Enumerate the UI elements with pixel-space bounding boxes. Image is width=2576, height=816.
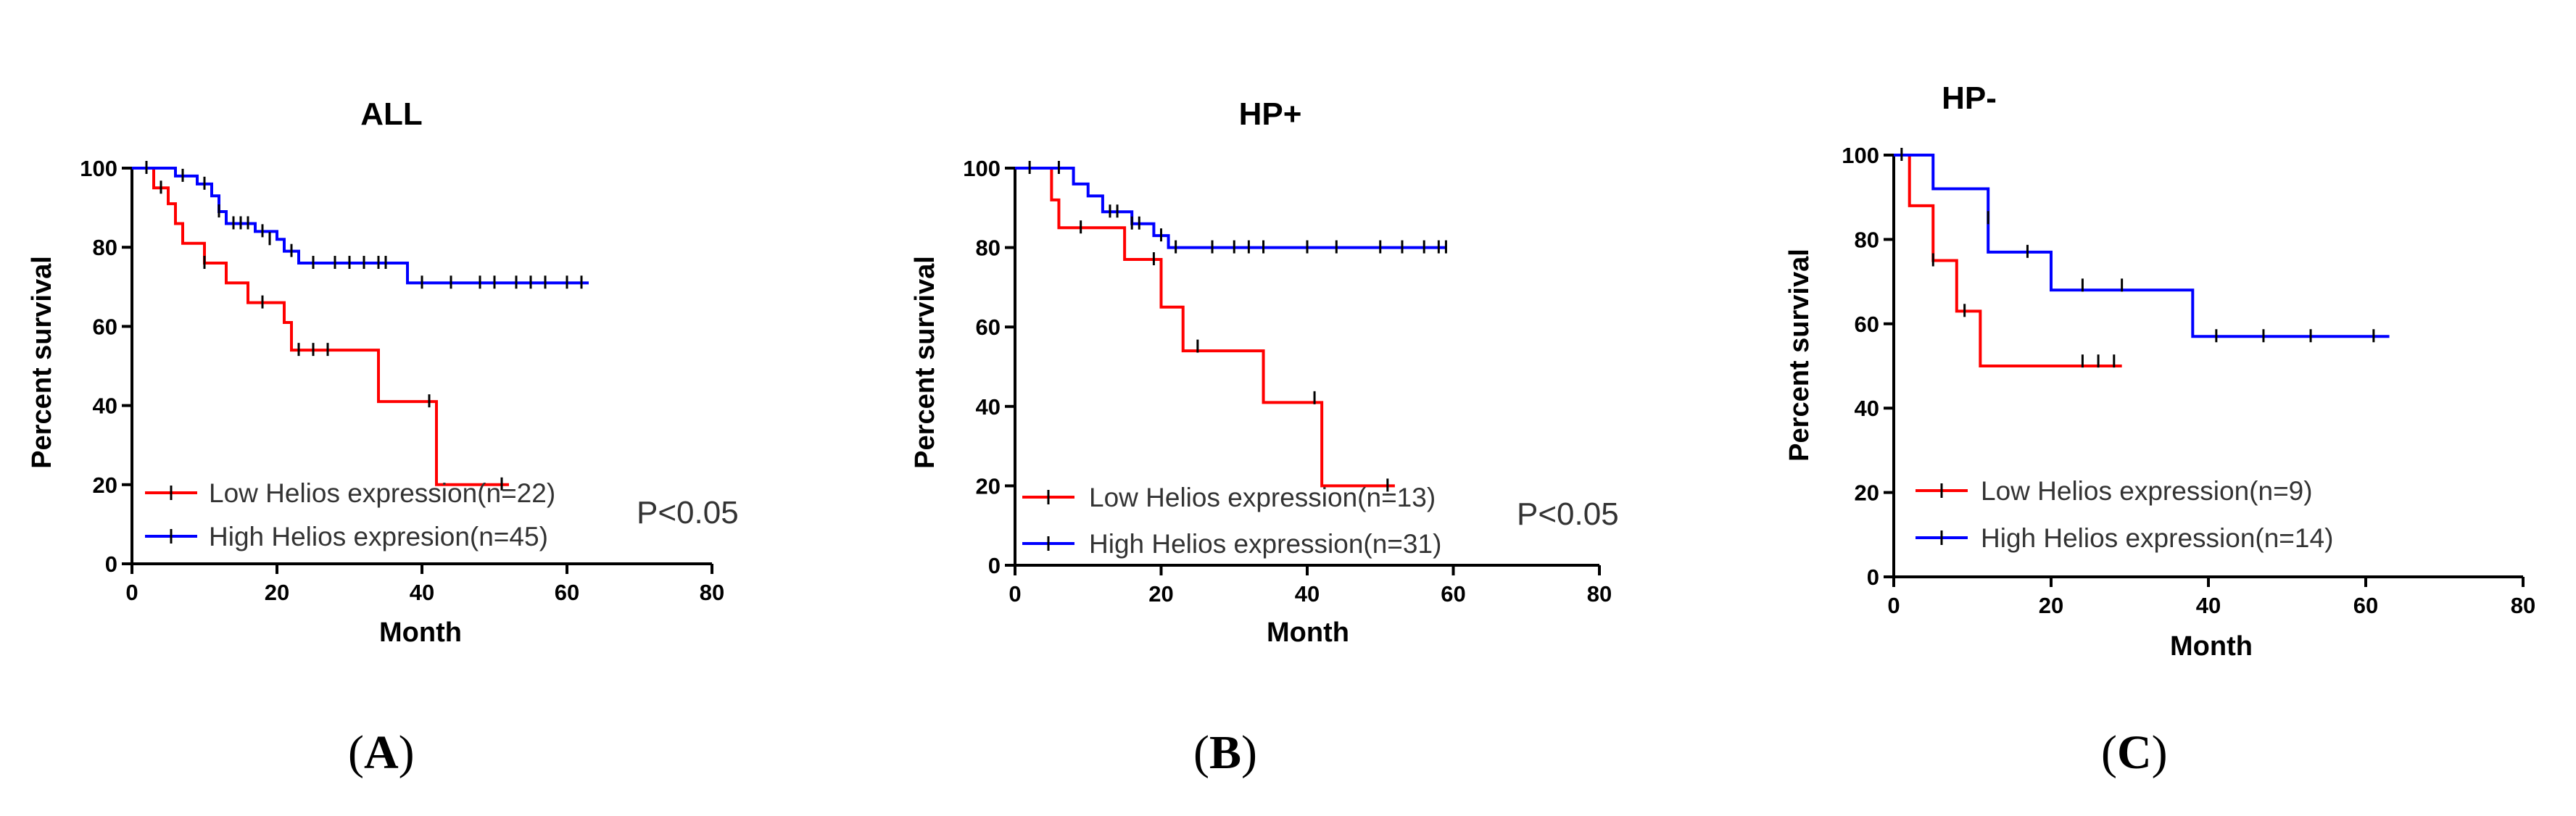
panel-a-xtick-label: 20	[265, 580, 289, 605]
panel-c-ylabel: Percent survival	[1784, 249, 1815, 462]
panel-a-letter: A	[364, 726, 399, 779]
panel-c-ytick-label: 80	[1855, 227, 1879, 252]
panel-a-ytick-label: 40	[93, 394, 117, 419]
panel-b-ytick-label: 60	[976, 315, 1001, 340]
panel-c-legend: Low Helios expression(n=9) High Helios e…	[1916, 476, 2333, 553]
panel-c-ytick-label: 0	[1867, 565, 1879, 590]
panel-b-ytick-label: 80	[976, 236, 1001, 261]
panel-c-ytick-label: 100	[1842, 143, 1879, 168]
panel-b-legend-low: Low Helios expression(n=13)	[1089, 483, 1436, 512]
panel-a-high-curve	[132, 167, 589, 285]
panel-a-ytick-label: 60	[93, 314, 117, 339]
panel-c-title: HP-	[1942, 80, 1997, 116]
panel-b-ytick-label: 20	[976, 473, 1001, 499]
panel-b-xtick-label: 40	[1295, 581, 1320, 607]
panel-b-legend-high: High Helios expression(n=31)	[1089, 529, 1441, 559]
panel-b-xlabel: Month	[1267, 617, 1349, 648]
panel-c-ytick-label: 40	[1855, 396, 1879, 421]
panel-a: ALL 0 20 40 60 80 100 0 20 40 60 80 Month Percent …	[27, 96, 739, 779]
panel-c-label: (C)	[2101, 726, 2168, 779]
panel-c-xtick-label: 40	[2196, 593, 2221, 618]
panel-b-ytick-label: 0	[988, 553, 1001, 578]
panel-c-xtick-label: 20	[2039, 593, 2063, 618]
panel-c-xlabel: Month	[2170, 631, 2253, 662]
panel-b: HP+ 0 20 40 60 80 100 0 20 40 60 80 Month Percent …	[910, 96, 1619, 779]
panel-c-xtick-label: 80	[2511, 593, 2535, 618]
panel-a-legend-low: Low Helios expression(n=22)	[209, 478, 555, 508]
panel-b-xtick-label: 60	[1441, 581, 1465, 607]
panel-a-ytick-label: 80	[93, 235, 117, 260]
panel-a-low-curve	[132, 167, 509, 486]
panel-c-legend-low: Low Helios expression(n=9)	[1981, 476, 2313, 506]
panel-a-xlabel: Month	[379, 617, 462, 648]
panel-b-ytick-label: 100	[963, 156, 1001, 181]
panel-c-legend-high: High Helios expression(n=14)	[1981, 523, 2333, 553]
panel-b-letter: B	[1209, 726, 1241, 779]
panel-c-ytick-label: 20	[1855, 480, 1879, 506]
panel-b-legend: Low Helios expression(n=13) High Helios …	[1022, 483, 1441, 559]
panel-c-plot: 0 20 40 60 80 100 0 20 40 60 80	[1842, 143, 2535, 618]
panel-a-ytick-label: 100	[80, 156, 117, 181]
panel-b-xtick-label: 20	[1148, 581, 1173, 607]
panel-b-xtick-label: 0	[1009, 581, 1021, 607]
panel-c-xtick-label: 60	[2353, 593, 2378, 618]
panel-b-low-curve	[1015, 167, 1395, 488]
panel-c-low-curve	[1894, 154, 2122, 367]
panel-b-ytick-label: 40	[976, 394, 1001, 420]
panel-b-label: (B)	[1193, 726, 1257, 779]
panel-a-xtick-label: 40	[410, 580, 434, 605]
panel-c-high-curve	[1894, 154, 2390, 338]
panel-a-plot: 0 20 40 60 80 100 0 20 40 60 80	[80, 156, 724, 605]
panel-a-xtick-label: 60	[555, 580, 579, 605]
panel-b-title: HP+	[1239, 96, 1302, 132]
panel-a-legend-high: High Helios expresion(n=45)	[209, 522, 548, 551]
panel-b-plot: 0 20 40 60 80 100 0 20 40 60 80	[963, 156, 1612, 607]
panel-a-label: (A)	[348, 726, 415, 779]
panel-b-high-curve	[1015, 167, 1446, 249]
panel-a-pvalue: P<0.05	[637, 495, 739, 530]
panel-b-ylabel: Percent survival	[910, 256, 940, 469]
panel-c-ytick-label: 60	[1855, 312, 1879, 337]
panel-a-title: ALL	[360, 96, 423, 132]
panel-c-letter: C	[2117, 726, 2152, 779]
panel-a-xtick-label: 0	[125, 580, 138, 605]
panel-a-ytick-label: 20	[93, 472, 117, 498]
panel-a-ylabel: Percent survival	[27, 256, 57, 469]
panel-c: HP- 0 20 40 60 80 100 0 20 40 60 80 Month Percent …	[1784, 80, 2535, 779]
panel-a-legend: Low Helios expression(n=22) High Helios …	[145, 478, 555, 551]
panel-b-pvalue: P<0.05	[1517, 496, 1619, 532]
panel-c-xtick-label: 0	[1887, 593, 1900, 618]
panel-a-xtick-label: 80	[700, 580, 724, 605]
panel-b-xtick-label: 80	[1587, 581, 1612, 607]
panel-a-ytick-label: 0	[105, 551, 117, 577]
